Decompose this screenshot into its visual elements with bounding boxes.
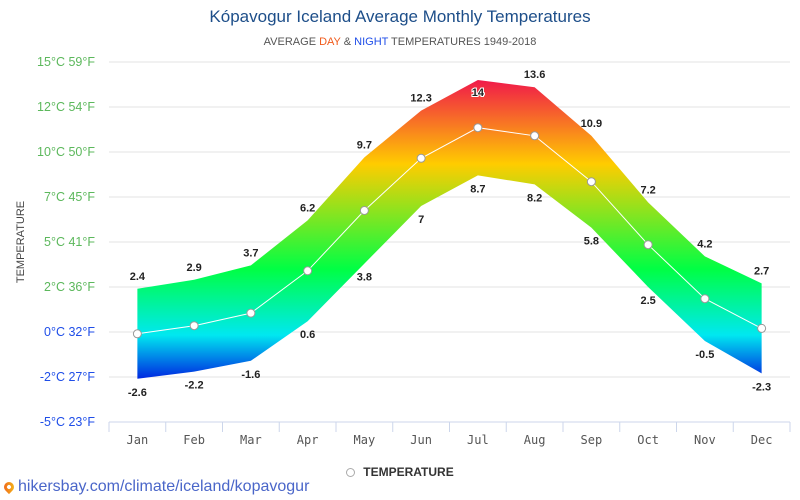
average-temperature-series (132, 123, 767, 339)
night-value-label: 3.8 (357, 272, 372, 284)
x-tick-label: Mar (240, 433, 262, 447)
night-value-label: 0.6 (300, 329, 315, 341)
subtitle-amp: & (340, 36, 355, 48)
day-value-label: 2.7 (754, 265, 769, 277)
average-point[interactable] (303, 266, 313, 276)
y-tick-label: 2°C 36°F (44, 280, 95, 294)
night-value-label: -2.3 (752, 381, 771, 393)
chart-subtitle: AVERAGE DAY & NIGHT TEMPERATURES 1949-20… (0, 36, 800, 48)
average-point[interactable] (473, 123, 483, 133)
y-tick-label: 10°C 50°F (37, 145, 95, 159)
day-value-label: 2.4 (130, 271, 146, 283)
y-tick-label: 12°C 54°F (37, 100, 95, 114)
day-value-label: 6.2 (300, 202, 315, 214)
map-pin-icon (1, 479, 17, 495)
night-value-label: -2.6 (128, 387, 147, 399)
x-tick-label: Sep (581, 433, 603, 447)
subtitle-night: NIGHT (354, 36, 389, 48)
x-tick-label: Dec (751, 433, 773, 447)
x-tick-label: Oct (637, 433, 659, 447)
day-value-label: 7.2 (640, 184, 655, 196)
chart-title: Kópavogur Iceland Average Monthly Temper… (209, 7, 591, 26)
x-tick-label: Jul (467, 433, 489, 447)
x-axis: Jan Feb Mar Apr May Jun Jul Aug Sep Oct Nov Dec (108, 421, 791, 447)
x-tick-label: May (354, 433, 376, 447)
day-value-label: 4.2 (697, 238, 712, 250)
legend[interactable]: TEMPERATURE (0, 465, 800, 479)
day-value-label: 9.7 (357, 139, 372, 151)
average-point[interactable] (586, 177, 596, 187)
day-night-range-area (137, 80, 762, 379)
x-tick-label: Apr (297, 433, 319, 447)
y-tick-label: 7°C 45°F (44, 190, 95, 204)
y-tick-label: -5°C 23°F (40, 415, 96, 429)
source-text: hikersbay.com/climate/iceland/kopavogur (18, 478, 310, 495)
day-value-label: 12.3 (410, 93, 431, 105)
subtitle-prefix: AVERAGE (263, 36, 320, 48)
x-tick-label: Feb (183, 433, 205, 447)
day-value-label: 10.9 (581, 118, 602, 130)
night-value-label: -0.5 (695, 349, 714, 361)
night-value-label: 7 (418, 214, 424, 226)
x-tick-label: Nov (694, 433, 716, 447)
average-line (137, 127, 762, 335)
source-link[interactable]: hikersbay.com/climate/iceland/kopavogur (1, 478, 310, 496)
average-point[interactable] (132, 329, 142, 339)
x-tick-label: Jun (410, 433, 432, 447)
average-point[interactable] (530, 131, 540, 141)
y-tick-label: -2°C 27°F (40, 370, 96, 384)
subtitle-day: DAY (319, 36, 341, 48)
average-point[interactable] (246, 308, 256, 318)
day-value-label: 13.6 (524, 69, 545, 81)
day-value-label: 14 (472, 87, 485, 99)
night-value-label: 8.2 (527, 192, 542, 204)
y-axis-ticks: 15°C 59°F 12°C 54°F 10°C 50°F 7°C 45°F 5°C 4… (37, 55, 95, 429)
night-value-label: 5.8 (584, 236, 599, 248)
x-tick-label: Aug (524, 433, 546, 447)
average-point[interactable] (189, 321, 199, 331)
average-point[interactable] (700, 294, 710, 304)
day-value-label: 3.7 (243, 247, 258, 259)
night-value-label: 8.7 (470, 183, 485, 195)
data-labels: 2.4 2.9 3.7 6.2 9.7 12.3 14 13.6 10.9 7.2 4.2 2.7 -2… (128, 69, 771, 399)
y-axis-label: TEMPERATURE (15, 201, 27, 283)
day-value-label: 2.9 (186, 262, 201, 274)
average-point[interactable] (643, 240, 653, 250)
night-value-label: 2.5 (640, 295, 655, 307)
average-point[interactable] (757, 323, 767, 333)
night-value-label: -2.2 (185, 380, 204, 392)
night-value-label: -1.6 (241, 369, 260, 381)
legend-label: TEMPERATURE (363, 465, 454, 479)
legend-marker-icon (346, 468, 356, 477)
subtitle-suffix: TEMPERATURES 1949-2018 (388, 36, 537, 48)
y-tick-label: 0°C 32°F (44, 325, 95, 339)
y-tick-label: 15°C 59°F (37, 55, 95, 69)
x-tick-label: Jan (127, 433, 149, 447)
average-point[interactable] (416, 153, 426, 163)
y-tick-label: 5°C 41°F (44, 235, 95, 249)
average-point[interactable] (359, 206, 369, 215)
